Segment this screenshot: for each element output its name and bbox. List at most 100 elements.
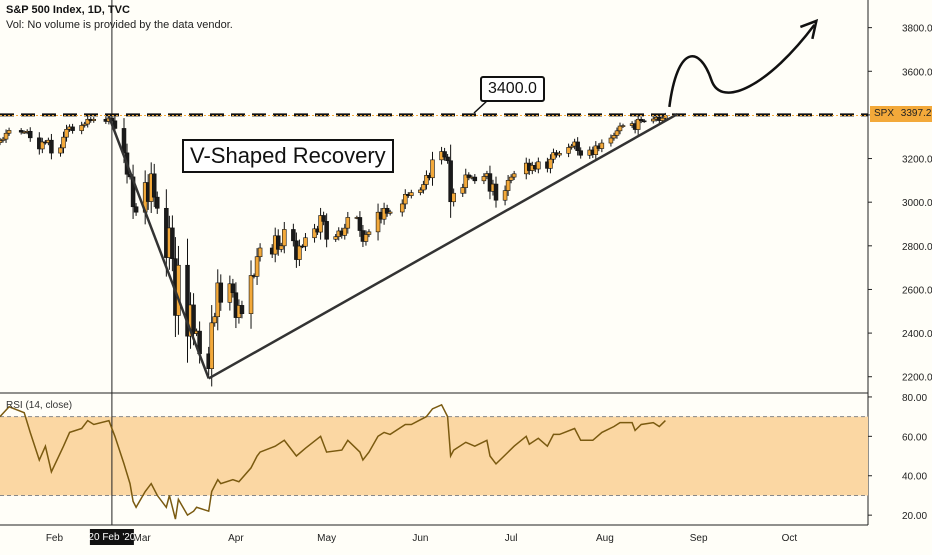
candle-body <box>399 203 405 213</box>
time-tick-label: Sep <box>690 533 708 544</box>
candle-body <box>557 153 562 156</box>
candle-body <box>409 192 414 196</box>
candle-body <box>27 130 33 139</box>
candle-body <box>384 207 390 214</box>
candle-body <box>593 145 599 155</box>
trendline <box>107 115 210 379</box>
candle-body <box>333 236 338 240</box>
time-tick-label: Feb <box>46 533 64 544</box>
candle-body <box>502 190 508 201</box>
candle-body <box>345 217 351 229</box>
candle-body <box>548 158 553 169</box>
candle-body <box>321 215 326 222</box>
candle-body <box>614 130 620 136</box>
rsi-tick-label: 20.00 <box>902 511 927 522</box>
price-tick-label: 3000.0 <box>902 198 932 209</box>
candle-body <box>170 227 175 259</box>
candle-body <box>230 283 236 294</box>
time-tick-label: Oct <box>782 533 798 544</box>
candle-body <box>58 147 63 154</box>
price-tick-label: 3800.0 <box>902 24 932 35</box>
candle-body <box>151 173 157 198</box>
candle-body <box>608 137 614 144</box>
candle-body <box>448 160 453 203</box>
price-tick-label: 2800.0 <box>902 242 932 253</box>
candle-body <box>505 180 511 191</box>
candle-body <box>481 176 487 182</box>
candle-body <box>617 125 623 132</box>
candle-body <box>227 283 233 303</box>
projection-curve <box>668 24 816 108</box>
candle-body <box>660 117 665 121</box>
time-tick-label: Mar <box>134 533 152 544</box>
candle-body <box>451 192 456 203</box>
candle-body <box>575 141 580 151</box>
candle-body <box>18 130 24 133</box>
candle-body <box>275 235 281 250</box>
candle-body <box>381 207 387 220</box>
candle-body <box>569 145 574 148</box>
candle-body <box>49 139 54 154</box>
candle-body <box>191 304 196 334</box>
candle-body <box>324 221 329 240</box>
rsi-line <box>0 403 666 520</box>
candle-body <box>91 118 97 121</box>
candle-body <box>312 228 317 239</box>
time-tick-label: Apr <box>228 533 244 544</box>
volume-note: Vol: No volume is provided by the data v… <box>6 19 233 31</box>
rsi-band <box>0 416 868 496</box>
candle-body <box>248 275 254 314</box>
candle-body <box>209 322 214 369</box>
candle-body <box>40 141 45 150</box>
candle-body <box>551 152 556 160</box>
time-tick-label: Jul <box>505 533 518 544</box>
price-tick-label: 3200.0 <box>902 155 932 166</box>
candle-body <box>282 229 287 247</box>
time-tick-label: Jun <box>412 533 428 544</box>
chart-title: S&P 500 Index, 1D, TVC <box>6 4 130 16</box>
candle-body <box>3 132 9 140</box>
rsi-tick-label: 40.00 <box>902 472 927 483</box>
candle-body <box>185 264 190 337</box>
crosshair-date-bg <box>89 529 134 545</box>
candle-body <box>487 173 493 192</box>
candle-body <box>257 247 263 258</box>
candle-body <box>641 120 647 123</box>
candle-body <box>387 211 393 214</box>
candle-body <box>442 151 447 158</box>
price-tick-label: 3600.0 <box>902 67 932 78</box>
candle-body <box>536 161 541 170</box>
candle-body <box>318 215 323 233</box>
candle-body <box>85 118 90 125</box>
candle-body <box>463 174 469 188</box>
price-tick-label: 2200.0 <box>902 373 932 384</box>
candle-body <box>620 125 626 127</box>
candle-body <box>64 129 69 138</box>
price-tag-symbol: SPX <box>874 108 895 119</box>
candle-body <box>511 173 517 178</box>
annotation-lines <box>0 0 868 525</box>
candle-body <box>651 118 656 122</box>
candle-body <box>566 147 571 154</box>
crosshair-date-label: 20 Feb '20 <box>88 532 135 543</box>
candle-body <box>403 194 408 205</box>
rsi-tick-label: 80.00 <box>902 393 927 404</box>
candle-body <box>578 150 583 156</box>
level-3400-label[interactable]: 3400.0 <box>480 76 545 102</box>
candle-body <box>303 237 308 247</box>
v-shaped-recovery-label[interactable]: V-Shaped Recovery <box>182 139 394 173</box>
candle-body <box>357 217 363 231</box>
candle-body <box>21 131 27 134</box>
level-label-pointer <box>473 99 489 114</box>
candle-body <box>61 136 66 149</box>
candle-body <box>375 211 381 233</box>
candle-body <box>430 159 435 179</box>
candle-body <box>155 196 160 209</box>
rsi-band-fill <box>0 416 868 496</box>
candle-body <box>342 227 348 236</box>
rsi-tick-label: 60.00 <box>902 432 927 443</box>
candle-body <box>611 135 617 139</box>
candles <box>0 112 668 387</box>
price-tag-value: 3397.2 <box>900 108 932 119</box>
